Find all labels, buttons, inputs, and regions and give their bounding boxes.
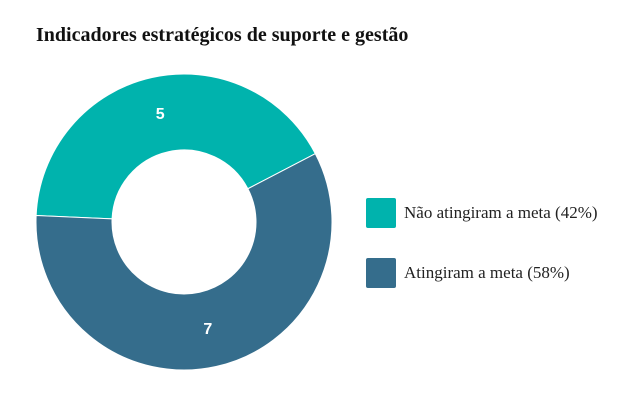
legend-item-nao-atingiram: Não atingiram a meta (42%) [366,197,598,229]
legend-swatch-atingiram [366,258,396,288]
legend: Não atingiram a meta (42%) Atingiram a m… [366,197,598,317]
slice-value-label-1: 7 [203,321,212,338]
legend-swatch-nao-atingiram [366,198,396,228]
legend-item-atingiram: Atingiram a meta (58%) [366,257,598,289]
chart-title: Indicadores estratégicos de suporte e ge… [36,24,409,46]
donut-slice-0 [35,73,316,220]
donut-slices [35,73,333,371]
legend-label-nao-atingiram: Não atingiram a meta (42%) [404,203,598,222]
legend-label-atingiram: Atingiram a meta (58%) [404,263,570,282]
slice-value-label-0: 5 [156,106,165,123]
donut-slice-1 [35,152,333,371]
slice-labels: 57 [156,106,213,338]
